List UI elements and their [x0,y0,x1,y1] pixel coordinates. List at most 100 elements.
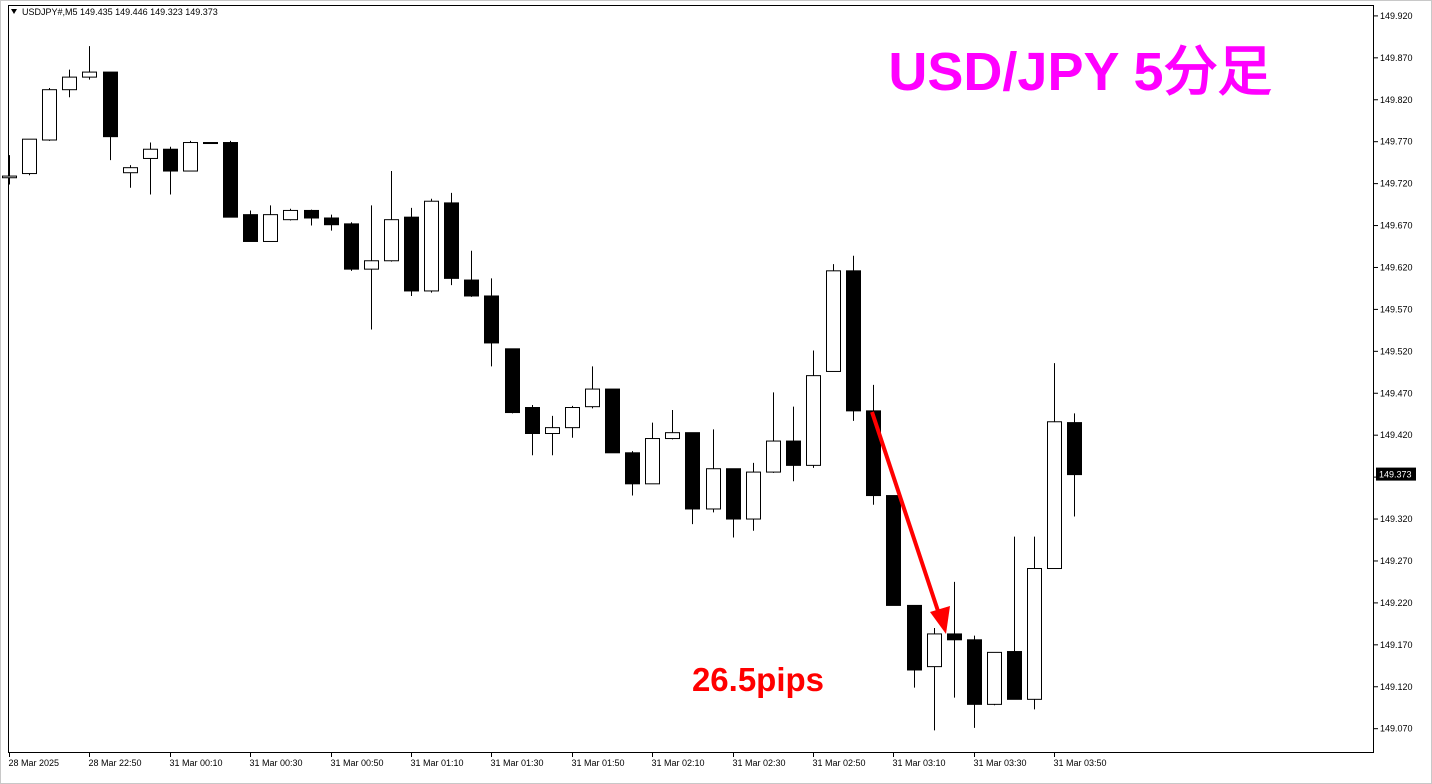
y-tick-label: 149.520 [1380,346,1413,356]
candle-body [927,633,942,668]
x-tick-label: 28 Mar 2025 [9,758,60,768]
candle-body [223,142,238,218]
candle-body [786,440,801,466]
y-tick-label: 149.820 [1380,95,1413,105]
x-tick-label: 31 Mar 03:30 [974,758,1027,768]
y-tick-label: 149.320 [1380,514,1413,524]
y-tick-label: 149.670 [1380,221,1413,231]
candle-body [404,216,419,292]
x-tick-label: 31 Mar 01:10 [411,758,464,768]
candle-body [42,89,57,141]
candle-body [605,388,620,454]
candle-body [846,270,861,412]
candle-body [103,71,118,138]
candle-body [907,604,922,671]
x-tick-label: 31 Mar 03:50 [1054,758,1107,768]
candle-body [625,452,640,485]
candle-body [324,217,339,226]
candle-body [766,440,781,473]
candles [2,46,1082,731]
y-tick-label: 149.070 [1380,724,1413,734]
candle-body [384,219,399,262]
candle-body [243,214,258,242]
candle-body [82,71,97,78]
plot-frame [8,5,1374,753]
x-tick-label: 31 Mar 02:10 [652,758,705,768]
candle-body [22,138,37,175]
candle-body [1047,421,1062,570]
symbol: USDJPY#,M5 [22,7,78,17]
candle-body [967,639,982,705]
x-tick-label: 28 Mar 22:50 [89,758,142,768]
candle-body [886,495,901,606]
menu-triangle [11,9,17,14]
candle-body [746,471,761,520]
x-tick-label: 31 Mar 00:30 [250,758,303,768]
y-tick-label: 149.170 [1380,640,1413,650]
y-tick-label: 149.570 [1380,304,1413,314]
x-tick-label: 31 Mar 00:50 [331,758,384,768]
header: USDJPY#,M5 149.435 149.446 149.323 149.3… [22,7,218,17]
candle-body [947,633,962,641]
candle-body [203,142,218,145]
candle-body [263,214,278,242]
x-tick-label: 31 Mar 02:30 [733,758,786,768]
header-open: 149.435 [80,7,113,17]
candle-body [304,209,319,219]
candle-body [464,279,479,297]
candle-body [163,148,178,172]
candle-body [665,432,680,440]
candle-body [806,375,821,466]
x-tick-label: 31 Mar 01:30 [491,758,544,768]
candle-body [143,148,158,159]
header-high: 149.446 [115,7,148,17]
candle-body [2,175,17,179]
candle-body [364,260,379,270]
annotation: 26.5pips [692,661,824,698]
candle-body [424,200,439,292]
candle-body [505,348,520,414]
candle-body [283,209,298,221]
candle-body [585,388,600,408]
y-tick-label: 149.770 [1380,137,1413,147]
y-tick-label: 149.720 [1380,179,1413,189]
y-tick-label: 149.220 [1380,598,1413,608]
price-box [1376,467,1416,481]
y-tick-label: 149.270 [1380,556,1413,566]
candle-body [706,468,721,510]
arrow-shaft [870,411,941,615]
y-tick-label: 149.420 [1380,430,1413,440]
x-tick-label: 31 Mar 02:50 [813,758,866,768]
candle-body [826,270,841,372]
candle-body [645,438,660,485]
y-tick-label: 149.920 [1380,11,1413,21]
candle-body [444,202,459,279]
x-tick-label: 31 Mar 03:10 [893,758,946,768]
y-tick-label: 149.620 [1380,262,1413,272]
candle-body [183,142,198,172]
candle-body [1007,651,1022,700]
candle-body [525,407,540,435]
y-tick-label: 149.120 [1380,682,1413,692]
candle-body [545,427,560,435]
x-tick-label: 31 Mar 00:10 [170,758,223,768]
x-tick-label: 31 Mar 01:50 [572,758,625,768]
arrow-head [930,606,950,634]
candle-body [726,468,741,520]
y-tick-label: 149.870 [1380,53,1413,63]
candle-body [123,167,138,174]
candle-body [1067,422,1082,476]
candle-body [866,410,881,497]
candle-body [987,651,1002,705]
candle-body [344,223,359,270]
candle-body [484,295,499,344]
candle-body [62,76,77,91]
chart-title: USD/JPY 5分足 [888,42,1271,102]
y-tick-label: 149.470 [1380,388,1413,398]
current-price: 149.373 [1379,470,1412,480]
candle-body [685,432,700,510]
candle-body [1027,568,1042,700]
header-low: 149.323 [150,7,183,17]
